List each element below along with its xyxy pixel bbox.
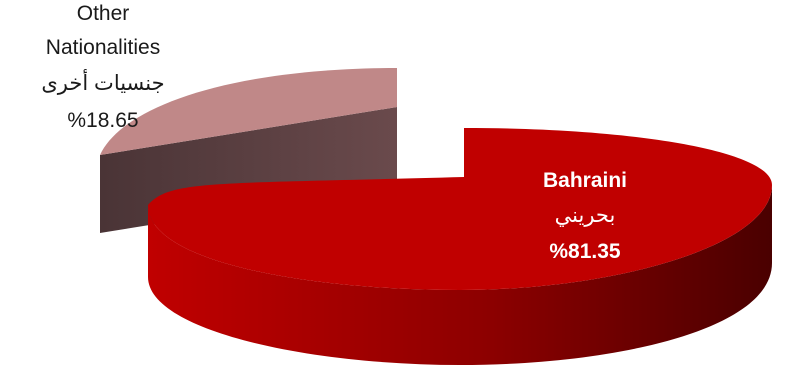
label-other-nationalities: Other Nationalities جنسيات أخرى %18.65 <box>41 2 164 132</box>
label-other-en-line1: Other <box>77 2 130 25</box>
label-other-value: %18.65 <box>67 109 138 132</box>
slice-bahraini-top <box>148 128 772 290</box>
label-bahraini-ar: بحريني <box>555 204 616 227</box>
label-other-en-line2: Nationalities <box>46 36 160 59</box>
slice-other-top <box>100 68 397 155</box>
label-other-ar: جنسيات أخرى <box>41 69 164 95</box>
label-bahraini: Bahraini بحريني %81.35 <box>543 169 627 263</box>
label-bahraini-en: Bahraini <box>543 169 627 192</box>
slice-bahraini <box>148 128 772 365</box>
label-bahraini-value: %81.35 <box>549 240 621 263</box>
slice-bahraini-side <box>148 185 772 365</box>
